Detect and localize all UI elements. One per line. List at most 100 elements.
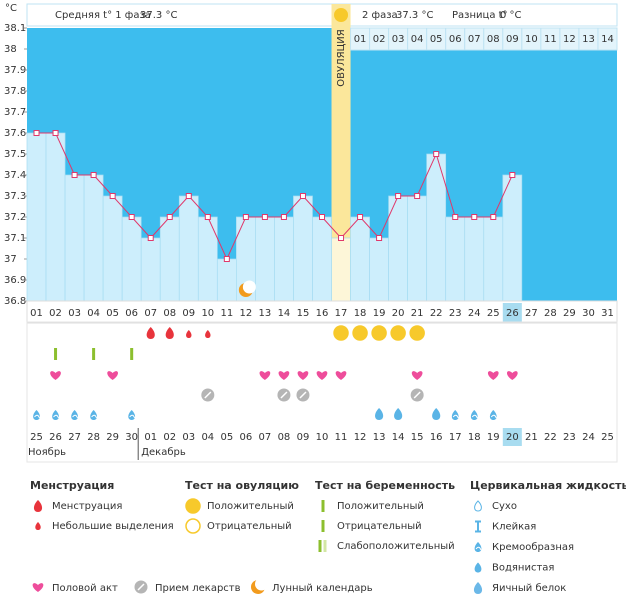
legend-icon [35,522,41,530]
temperature-bar [45,132,66,302]
temperature-marker [299,193,306,199]
calendar-frame [26,321,618,463]
phase2-day: 06 [449,34,462,45]
pregnancy-test-icon [54,348,58,360]
heart-icon [107,371,118,380]
temperature-bar [197,216,218,302]
heart-icon [316,371,328,380]
legend-title: Цервикальная жидкость [470,479,626,492]
date-label: 18 [468,432,481,443]
x-tick-label: 25 [487,308,500,319]
date-label: 06 [240,432,253,443]
legend-icon [321,500,325,512]
ovulation-label: ОВУЛЯЦИЯ [336,29,347,87]
legend-title: Тест на овуляцию [185,479,299,492]
phase2-day: 12 [563,34,576,45]
ovulation-column [331,4,351,301]
legend-item: Кремообразная [492,542,574,553]
y-tick-label: 37.8 [4,86,26,97]
x-tick-label: 11 [220,308,233,319]
x-tick-label: 22 [430,308,443,319]
date-label: 03 [182,432,195,443]
x-tick-label: 10 [201,308,214,319]
pill-line [280,391,288,399]
y-tick-label: 37.7 [4,107,26,118]
phase2-day-cell [597,27,618,51]
x-tick-label: 31 [601,308,614,319]
date-label: 02 [163,432,176,443]
temperature-marker [33,130,40,136]
heart-icon [32,583,44,592]
legend-icon [33,500,43,512]
date-label: 08 [278,432,291,443]
legend-item: Небольшие выделения [52,521,174,532]
spotting-icon [186,330,192,338]
date-label: 20 [506,432,519,443]
y-tick-label: 36.9 [4,275,26,286]
moon-cut [255,577,268,591]
legend-item: Водянистая [492,563,554,574]
legend-item: Менструация [52,501,122,512]
phase2-day: 02 [373,34,386,45]
cervical-curl [490,414,497,419]
legend-title: Тест на беременность [315,479,455,492]
y-tick-label: 37.1 [4,233,26,244]
date-label: 10 [316,432,329,443]
menstruation-icon [165,327,174,339]
y-tick-label: 37.9 [4,65,26,76]
date-label: 27 [68,432,81,443]
legend-item: Сухо [492,501,517,512]
phase2-day: 07 [468,34,481,45]
x-tick-label: 04 [87,308,100,319]
heart-icon [297,371,309,380]
date-label: 12 [354,432,367,443]
x-tick-label: 02 [49,308,62,319]
cervical-curl [91,414,98,419]
pill-line [137,583,145,591]
temperature-bar [483,216,504,302]
temperature-marker [280,214,287,220]
cervical-icon [432,408,441,420]
temperature-marker [223,256,230,262]
temperature-bar [407,195,428,302]
cervical-curl [129,414,136,419]
y-tick-label: 37.5 [4,149,26,160]
heart-icon [259,371,271,380]
temperature-bar [83,174,104,302]
date-label: 26 [49,432,62,443]
legend-item: Прием лекарств [155,583,241,594]
x-tick-label: 03 [68,308,81,319]
phase2-day: 04 [411,34,424,45]
temperature-bar [464,216,485,302]
date-label: 11 [335,432,348,443]
legend-item: Клейкая [492,522,536,533]
legend-title: Менструация [30,479,114,492]
date-label: 19 [487,432,500,443]
temperature-bar [140,237,161,302]
temperature-bar [102,195,123,302]
pregnancy-test-icon [92,348,96,360]
temperature-bar [255,216,275,302]
x-tick-label: 09 [182,308,195,319]
date-label: 29 [106,432,119,443]
x-tick-label: 08 [163,308,176,319]
date-label: 13 [373,432,386,443]
temperature-bar [293,195,313,302]
date-label: 09 [297,432,310,443]
legend-item: Половой акт [52,583,118,594]
temperature-marker [338,235,345,241]
temperature-marker [471,214,478,220]
moon-cut [242,280,256,294]
temperature-bar [178,195,199,302]
x-tick-label: 19 [373,308,386,319]
temperature-marker [452,214,459,220]
unit-label: °C [5,3,17,14]
temperature-bar [445,216,466,302]
phase2-day: 03 [392,34,405,45]
temperature-bar [502,174,523,302]
phase2-label: 2 фаза [362,10,398,21]
x-tick-label: 28 [544,308,557,319]
temperature-line [36,132,513,261]
temperature-marker [204,214,211,220]
